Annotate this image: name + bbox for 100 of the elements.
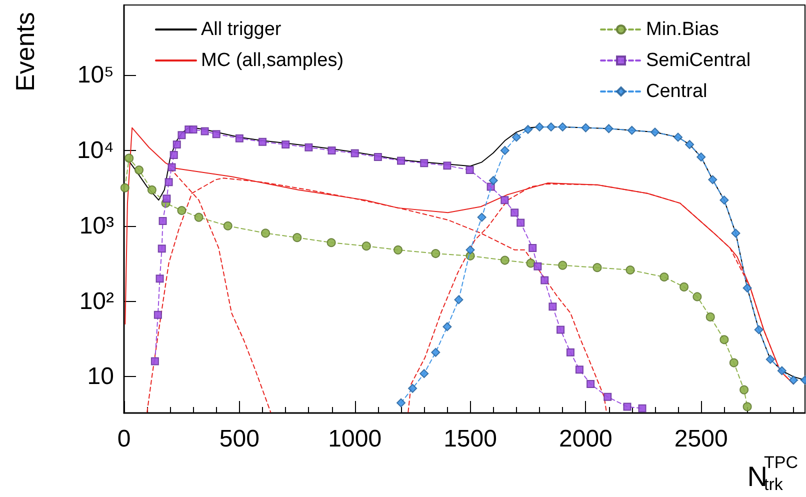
y-tick-label: 10⁵ <box>77 62 114 89</box>
point <box>500 256 510 265</box>
legend-label: MC (all,samples) <box>201 50 344 71</box>
point <box>170 151 178 160</box>
point <box>788 376 798 385</box>
point <box>742 284 752 293</box>
point <box>431 249 440 258</box>
point <box>548 302 557 311</box>
point <box>558 260 568 270</box>
point <box>604 392 612 401</box>
point <box>194 212 204 222</box>
point <box>626 266 635 274</box>
point <box>177 206 186 215</box>
point <box>408 384 418 393</box>
point <box>706 312 715 322</box>
point <box>454 295 464 304</box>
point <box>443 162 452 170</box>
legend-label: Min.Bias <box>646 19 719 40</box>
point <box>546 122 556 132</box>
y-tick-label: 10 <box>87 363 114 390</box>
point <box>397 156 406 165</box>
point <box>526 258 536 268</box>
point <box>261 228 270 238</box>
x-tick-label: 2000 <box>559 426 612 452</box>
point <box>477 212 486 222</box>
point <box>500 146 510 155</box>
point <box>627 126 636 135</box>
point <box>124 154 134 163</box>
point <box>466 245 475 254</box>
point <box>326 238 336 248</box>
point <box>535 122 544 132</box>
point <box>534 262 542 270</box>
point <box>172 140 181 149</box>
point <box>374 152 382 161</box>
point <box>623 402 632 411</box>
x-tick-label: 1500 <box>444 426 497 452</box>
point <box>147 185 156 194</box>
point <box>158 244 166 253</box>
point <box>720 335 729 344</box>
point <box>500 196 509 204</box>
point <box>466 166 474 174</box>
point <box>154 310 162 319</box>
point <box>282 140 290 149</box>
point <box>158 217 167 226</box>
point <box>304 143 313 152</box>
point <box>740 385 749 394</box>
point <box>777 366 786 376</box>
point <box>258 138 267 146</box>
point <box>742 402 752 412</box>
point <box>156 274 164 283</box>
point <box>558 122 568 132</box>
point <box>731 228 740 238</box>
point <box>396 398 406 408</box>
point <box>488 176 498 185</box>
point <box>604 124 614 134</box>
point <box>223 221 232 230</box>
y-tick-label: 10⁴ <box>76 136 114 164</box>
point <box>556 326 565 334</box>
point <box>178 131 186 140</box>
point <box>696 152 706 162</box>
point <box>766 354 775 364</box>
point <box>120 183 130 192</box>
point <box>235 134 244 142</box>
point <box>540 276 549 284</box>
point <box>685 140 694 150</box>
x-tick-label: 1000 <box>328 426 382 452</box>
point <box>523 124 532 134</box>
point <box>592 263 602 272</box>
x-tick-label: 2500 <box>674 426 728 452</box>
point <box>212 130 220 138</box>
point <box>420 369 429 378</box>
point <box>754 325 764 334</box>
point <box>164 178 173 186</box>
point <box>729 358 738 368</box>
point <box>660 272 669 282</box>
point <box>516 218 525 227</box>
point <box>575 366 584 374</box>
point <box>420 159 428 168</box>
point <box>566 348 574 356</box>
point <box>708 175 718 184</box>
point <box>680 282 689 292</box>
point <box>150 357 159 366</box>
point <box>162 194 171 203</box>
point <box>586 380 595 388</box>
y-tick-label: 10² <box>79 288 114 315</box>
point <box>189 125 198 134</box>
point <box>650 128 660 137</box>
point <box>512 132 521 142</box>
point <box>528 244 537 252</box>
legend-label: All trigger <box>201 19 282 40</box>
point <box>328 146 336 154</box>
legend-label: SemiCentral <box>646 50 751 71</box>
point <box>581 123 590 132</box>
point <box>638 404 646 412</box>
x-tick-label: 0 <box>117 426 131 452</box>
point <box>674 132 683 142</box>
point <box>200 127 209 136</box>
point <box>442 322 452 332</box>
point <box>510 208 519 217</box>
point <box>292 233 302 242</box>
